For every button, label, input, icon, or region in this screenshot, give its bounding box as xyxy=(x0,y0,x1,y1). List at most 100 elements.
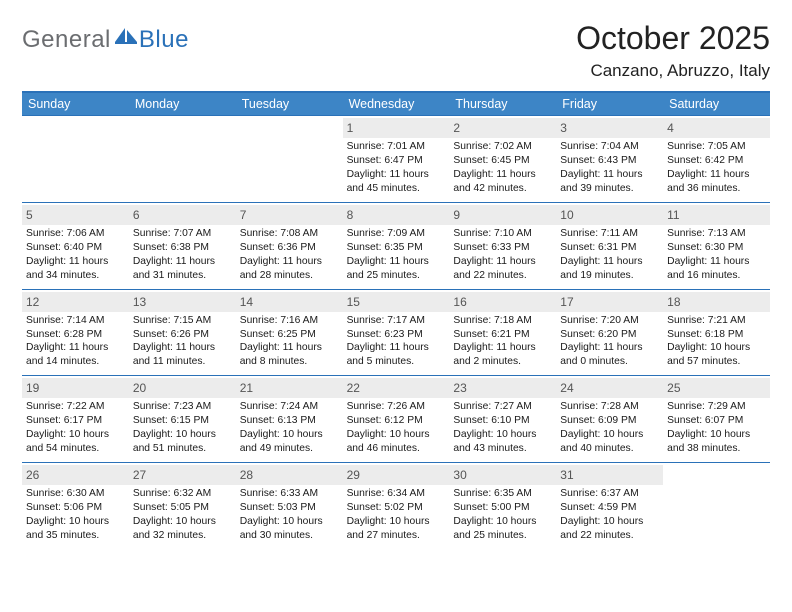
logo: General Blue xyxy=(22,26,189,54)
logo-text-blue: Blue xyxy=(139,26,189,54)
day-number: 11 xyxy=(663,205,770,225)
daylight-line: Daylight: 11 hours and 8 minutes. xyxy=(240,341,339,369)
day-cell: 22Sunrise: 7:26 AMSunset: 6:12 PMDayligh… xyxy=(343,375,450,462)
day-number: 17 xyxy=(556,292,663,312)
day-number: 14 xyxy=(236,292,343,312)
sunrise-line: Sunrise: 7:29 AM xyxy=(667,400,766,414)
weekday-header: Wednesday xyxy=(343,93,450,115)
sunrise-line: Sunrise: 7:23 AM xyxy=(133,400,232,414)
sunset-line: Sunset: 6:33 PM xyxy=(453,241,552,255)
daylight-line: Daylight: 10 hours and 38 minutes. xyxy=(667,428,766,456)
daylight-line: Daylight: 10 hours and 25 minutes. xyxy=(453,515,552,543)
day-number: 7 xyxy=(236,205,343,225)
sunset-line: Sunset: 6:30 PM xyxy=(667,241,766,255)
day-cell: 12Sunrise: 7:14 AMSunset: 6:28 PMDayligh… xyxy=(22,289,129,376)
sunset-line: Sunset: 6:09 PM xyxy=(560,414,659,428)
daylight-line: Daylight: 11 hours and 5 minutes. xyxy=(347,341,446,369)
sunset-line: Sunset: 6:35 PM xyxy=(347,241,446,255)
sunset-line: Sunset: 6:47 PM xyxy=(347,154,446,168)
day-cell: 13Sunrise: 7:15 AMSunset: 6:26 PMDayligh… xyxy=(129,289,236,376)
day-number: 9 xyxy=(449,205,556,225)
day-cell: 9 Sunrise: 7:10 AMSunset: 6:33 PMDaylight… xyxy=(449,202,556,289)
daylight-line: Daylight: 11 hours and 34 minutes. xyxy=(26,255,125,283)
empty-cell xyxy=(22,115,129,202)
day-number: 25 xyxy=(663,378,770,398)
sunset-line: Sunset: 5:06 PM xyxy=(26,501,125,515)
day-number: 31 xyxy=(556,465,663,485)
sunrise-line: Sunrise: 7:26 AM xyxy=(347,400,446,414)
sunset-line: Sunset: 5:00 PM xyxy=(453,501,552,515)
sunrise-line: Sunrise: 7:15 AM xyxy=(133,314,232,328)
calendar-page: General Blue October 2025 Canzano, Abruz… xyxy=(0,0,792,569)
sunset-line: Sunset: 6:42 PM xyxy=(667,154,766,168)
day-cell: 2Sunrise: 7:02 AMSunset: 6:45 PMDaylight… xyxy=(449,115,556,202)
day-cell: 3Sunrise: 7:04 AMSunset: 6:43 PMDaylight… xyxy=(556,115,663,202)
daylight-line: Daylight: 11 hours and 22 minutes. xyxy=(453,255,552,283)
daylight-line: Daylight: 11 hours and 42 minutes. xyxy=(453,168,552,196)
month-title: October 2025 xyxy=(576,20,770,57)
day-cell: 1Sunrise: 7:01 AMSunset: 6:47 PMDaylight… xyxy=(343,115,450,202)
day-cell: 4Sunrise: 7:05 AMSunset: 6:42 PMDaylight… xyxy=(663,115,770,202)
day-cell: 15 Sunrise: 7:17 AMSunset: 6:23 PMDayligh… xyxy=(343,289,450,376)
sunset-line: Sunset: 5:05 PM xyxy=(133,501,232,515)
daylight-line: Daylight: 11 hours and 11 minutes. xyxy=(133,341,232,369)
daylight-line: Daylight: 10 hours and 49 minutes. xyxy=(240,428,339,456)
sunset-line: Sunset: 6:23 PM xyxy=(347,328,446,342)
day-cell: 29Sunrise: 6:34 AMSunset: 5:02 PMDayligh… xyxy=(343,462,450,549)
day-cell: 27 Sunrise: 6:32 AMSunset: 5:05 PMDayligh… xyxy=(129,462,236,549)
sunset-line: Sunset: 6:43 PM xyxy=(560,154,659,168)
daylight-line: Daylight: 10 hours and 43 minutes. xyxy=(453,428,552,456)
daylight-line: Daylight: 11 hours and 16 minutes. xyxy=(667,255,766,283)
day-cell: 26Sunrise: 6:30 AMSunset: 5:06 PMDayligh… xyxy=(22,462,129,549)
day-cell: 18Sunrise: 7:21 AMSunset: 6:18 PMDayligh… xyxy=(663,289,770,376)
day-number: 29 xyxy=(343,465,450,485)
daylight-line: Daylight: 10 hours and 32 minutes. xyxy=(133,515,232,543)
sunset-line: Sunset: 6:26 PM xyxy=(133,328,232,342)
sunset-line: Sunset: 6:18 PM xyxy=(667,328,766,342)
day-number: 19 xyxy=(22,378,129,398)
sunrise-line: Sunrise: 7:17 AM xyxy=(347,314,446,328)
sunrise-line: Sunrise: 7:24 AM xyxy=(240,400,339,414)
sunrise-line: Sunrise: 7:13 AM xyxy=(667,227,766,241)
day-cell: 14 Sunrise: 7:16 AMSunset: 6:25 PMDayligh… xyxy=(236,289,343,376)
sunset-line: Sunset: 5:02 PM xyxy=(347,501,446,515)
day-cell: 19Sunrise: 7:22 AMSunset: 6:17 PMDayligh… xyxy=(22,375,129,462)
day-number: 27 xyxy=(129,465,236,485)
sunset-line: Sunset: 5:03 PM xyxy=(240,501,339,515)
day-cell: 5Sunrise: 7:06 AMSunset: 6:40 PMDaylight… xyxy=(22,202,129,289)
day-number: 12 xyxy=(22,292,129,312)
sunrise-line: Sunrise: 7:02 AM xyxy=(453,140,552,154)
daylight-line: Daylight: 10 hours and 51 minutes. xyxy=(133,428,232,456)
sunrise-line: Sunrise: 7:16 AM xyxy=(240,314,339,328)
day-cell: 7Sunrise: 7:08 AMSunset: 6:36 PMDaylight… xyxy=(236,202,343,289)
day-number: 6 xyxy=(129,205,236,225)
day-number: 1 xyxy=(343,118,450,138)
day-number: 28 xyxy=(236,465,343,485)
day-number: 16 xyxy=(449,292,556,312)
daylight-line: Daylight: 11 hours and 25 minutes. xyxy=(347,255,446,283)
sunset-line: Sunset: 6:25 PM xyxy=(240,328,339,342)
sunrise-line: Sunrise: 7:09 AM xyxy=(347,227,446,241)
daylight-line: Daylight: 10 hours and 22 minutes. xyxy=(560,515,659,543)
day-number: 30 xyxy=(449,465,556,485)
sunrise-line: Sunrise: 7:11 AM xyxy=(560,227,659,241)
day-number: 18 xyxy=(663,292,770,312)
empty-cell xyxy=(236,115,343,202)
weekday-header: Thursday xyxy=(449,93,556,115)
sunset-line: Sunset: 6:36 PM xyxy=(240,241,339,255)
daylight-line: Daylight: 11 hours and 14 minutes. xyxy=(26,341,125,369)
sunrise-line: Sunrise: 6:32 AM xyxy=(133,487,232,501)
day-number: 4 xyxy=(663,118,770,138)
sunset-line: Sunset: 6:40 PM xyxy=(26,241,125,255)
sunrise-line: Sunrise: 6:30 AM xyxy=(26,487,125,501)
sunrise-line: Sunrise: 7:10 AM xyxy=(453,227,552,241)
daylight-line: Daylight: 10 hours and 40 minutes. xyxy=(560,428,659,456)
sunset-line: Sunset: 4:59 PM xyxy=(560,501,659,515)
day-cell: 17Sunrise: 7:20 AMSunset: 6:20 PMDayligh… xyxy=(556,289,663,376)
sunrise-line: Sunrise: 7:18 AM xyxy=(453,314,552,328)
day-cell: 30Sunrise: 6:35 AMSunset: 5:00 PMDayligh… xyxy=(449,462,556,549)
sunset-line: Sunset: 6:28 PM xyxy=(26,328,125,342)
weekday-header: Monday xyxy=(129,93,236,115)
day-number: 15 xyxy=(343,292,450,312)
daylight-line: Daylight: 11 hours and 31 minutes. xyxy=(133,255,232,283)
